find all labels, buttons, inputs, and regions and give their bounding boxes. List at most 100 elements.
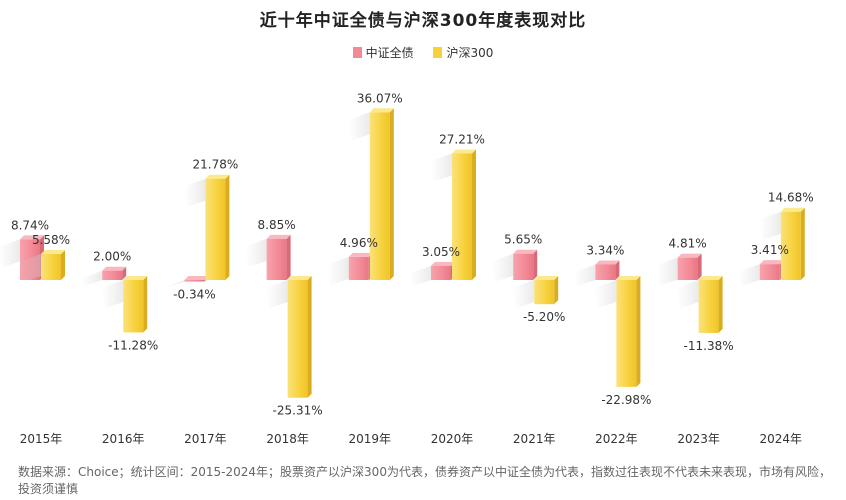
- legend-item-stock: 沪深300: [433, 44, 493, 61]
- bar-stock-1: [123, 280, 144, 333]
- bar-shadow-stock-1: [101, 280, 124, 308]
- bar-top-bond-3: [266, 234, 291, 239]
- legend: 中证全债 沪深300: [0, 44, 846, 61]
- bar-side-stock-8: [718, 276, 723, 333]
- data-label-stock-6: -5.20%: [523, 310, 565, 324]
- bar-shadow-stock-8: [676, 280, 699, 308]
- legend-label-bond: 中证全债: [365, 46, 414, 60]
- bar-shadow-bond-6: [491, 253, 514, 282]
- chart-title: 近十年中证全债与沪深300年度表现对比: [259, 11, 587, 31]
- bar-shadow-bond-4: [326, 256, 349, 285]
- bar-top-bond-9: [759, 260, 784, 265]
- bar-side-bond-3: [286, 234, 291, 280]
- x-tick-label-3: 2018年: [266, 432, 309, 446]
- x-tick-label-2: 2017年: [184, 432, 227, 446]
- data-label-bond-4: 4.96%: [340, 236, 378, 250]
- bar-shadow-stock-2: [183, 178, 206, 207]
- bar-side-stock-3: [307, 276, 312, 398]
- bar-shadow-bond-0: [0, 239, 20, 268]
- x-tick-label-9: 2024年: [760, 432, 803, 446]
- data-label-bond-3: 8.85%: [258, 218, 296, 232]
- data-label-bond-5: 3.05%: [422, 245, 460, 259]
- bar-side-stock-5: [472, 149, 476, 280]
- bar-bond-1: [102, 270, 123, 280]
- bar-shadow-stock-4: [347, 112, 370, 141]
- x-tick-label-1: 2016年: [102, 432, 145, 446]
- footnote: 数据来源：Choice；统计区间：2015-2024年；股票资产以沪深300为代…: [18, 465, 831, 496]
- bar-side-stock-7: [636, 276, 641, 387]
- bar-shadow-bond-2: [162, 280, 185, 288]
- x-tick-label-0: 2015年: [20, 432, 63, 446]
- bar-side-stock-0: [61, 250, 65, 280]
- data-label-stock-7: -22.98%: [601, 393, 651, 407]
- bar-top-stock-3: [287, 276, 312, 280]
- bar-top-stock-4: [369, 108, 394, 113]
- legend-swatch-bond: [352, 47, 362, 58]
- bar-shadow-bond-7: [573, 264, 596, 286]
- bar-stock-9: [780, 211, 801, 280]
- data-label-stock-1: -11.28%: [108, 338, 158, 352]
- data-label-bond-0: 8.74%: [11, 218, 49, 232]
- bar-bond-9: [759, 264, 780, 280]
- data-label-bond-9: 3.41%: [751, 243, 789, 257]
- bar-stock-8: [698, 280, 719, 333]
- data-label-stock-3: -25.31%: [273, 404, 323, 418]
- x-tick-label-7: 2022年: [595, 432, 638, 446]
- bar-side-stock-2: [225, 174, 230, 280]
- bar-top-bond-0: [20, 235, 44, 240]
- data-label-bond-8: 4.81%: [669, 237, 707, 251]
- bar-shadow-bond-8: [655, 257, 678, 286]
- legend-label-stock: 沪深300: [446, 46, 494, 60]
- legend-swatch-stock: [433, 47, 443, 58]
- bar-top-stock-8: [698, 276, 723, 280]
- bar-top-stock-5: [452, 149, 476, 154]
- bar-top-bond-5: [431, 261, 455, 266]
- data-label-bond-2: -0.34%: [173, 288, 215, 302]
- bar-shadow-bond-3: [244, 238, 267, 267]
- bar-stock-5: [452, 153, 472, 280]
- bar-side-stock-1: [143, 276, 148, 333]
- bar-shadow-bond-5: [409, 265, 431, 286]
- bar-shadow-stock-0: [19, 254, 41, 283]
- bar-shadow-bond-1: [80, 270, 103, 286]
- bar-top-bond-8: [677, 253, 702, 258]
- bar-stock-4: [369, 112, 390, 280]
- bar-side-stock-6: [554, 276, 559, 305]
- bar-stock-7: [616, 280, 637, 387]
- bar-shadow-stock-3: [265, 280, 288, 308]
- data-label-stock-4: 36.07%: [357, 91, 403, 105]
- bar-stock-0: [41, 254, 61, 280]
- bar-bond-2: [184, 280, 205, 282]
- x-tick-label-4: 2019年: [349, 432, 392, 446]
- bar-stock-6: [534, 280, 555, 305]
- bar-side-stock-9: [800, 207, 805, 280]
- data-label-bond-1: 2.00%: [93, 250, 131, 264]
- bar-top-stock-1: [123, 276, 148, 280]
- bar-shadow-bond-9: [737, 264, 760, 286]
- data-label-stock-8: -11.38%: [684, 339, 734, 353]
- bar-top-stock-0: [41, 250, 65, 255]
- bar-bond-5: [431, 265, 451, 280]
- data-label-stock-5: 27.21%: [439, 132, 485, 146]
- bar-bond-6: [513, 253, 534, 280]
- bar-stock-2: [205, 178, 226, 280]
- bar-top-stock-9: [780, 207, 805, 212]
- bar-bond-3: [266, 238, 287, 280]
- bar-top-bond-6: [513, 249, 538, 254]
- data-label-bond-6: 5.65%: [504, 233, 542, 247]
- bar-shadow-stock-6: [512, 280, 535, 308]
- data-label-stock-0: 5.58%: [32, 233, 70, 247]
- bar-top-stock-6: [534, 276, 559, 280]
- bar-top-bond-4: [348, 252, 373, 257]
- bar-side-stock-4: [389, 108, 394, 280]
- data-label-stock-2: 21.78%: [193, 158, 239, 172]
- legend-item-bond: 中证全债: [352, 44, 414, 61]
- bar-shadow-stock-7: [594, 280, 617, 308]
- bar-stock-3: [287, 280, 308, 398]
- x-tick-label-8: 2023年: [677, 432, 720, 446]
- bar-top-bond-2: [184, 276, 209, 280]
- bar-top-stock-7: [616, 276, 641, 280]
- bar-bond-8: [677, 257, 698, 280]
- bar-top-stock-2: [205, 174, 230, 179]
